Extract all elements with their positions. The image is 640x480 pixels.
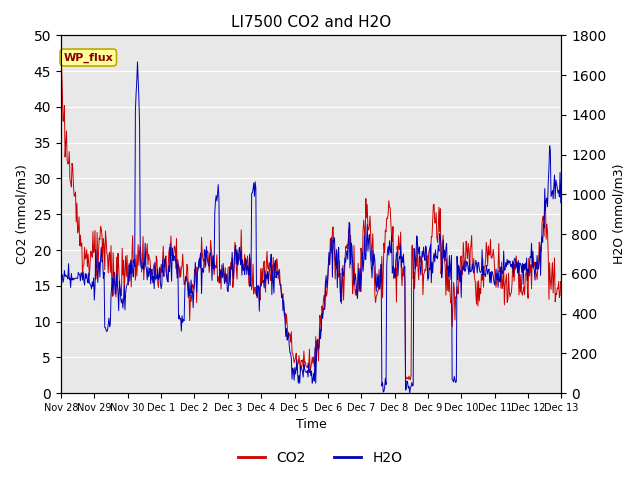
Text: WP_flux: WP_flux (63, 52, 113, 63)
Legend: CO2, H2O: CO2, H2O (232, 445, 408, 471)
Y-axis label: H2O (mmol/m3): H2O (mmol/m3) (612, 164, 625, 264)
Y-axis label: CO2 (mmol/m3): CO2 (mmol/m3) (15, 164, 28, 264)
X-axis label: Time: Time (296, 419, 326, 432)
Title: LI7500 CO2 and H2O: LI7500 CO2 and H2O (231, 15, 391, 30)
